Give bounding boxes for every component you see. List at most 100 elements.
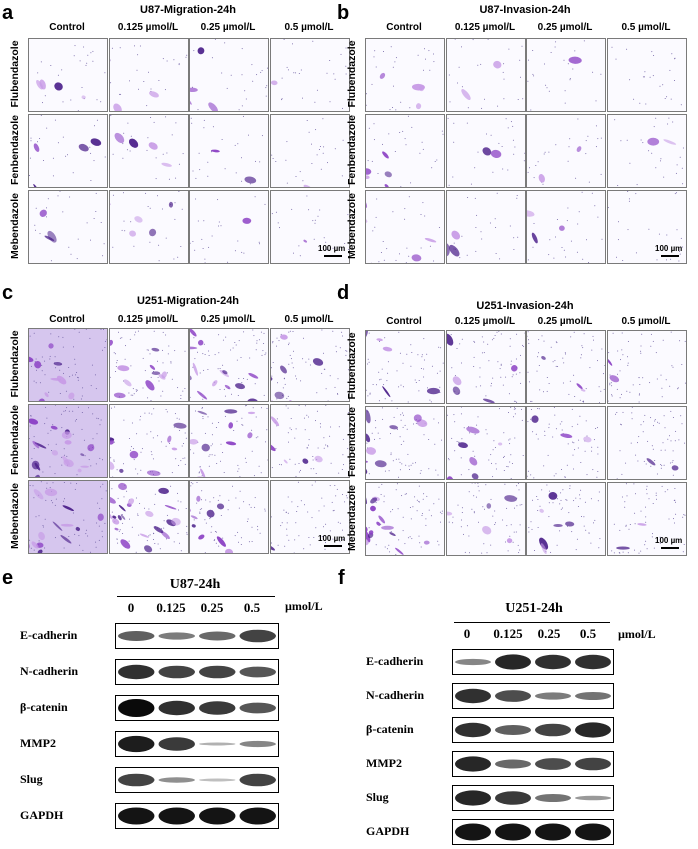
cell <box>190 329 197 337</box>
band <box>495 725 531 735</box>
scale-bar <box>324 255 342 257</box>
cell <box>471 473 479 479</box>
protein-label: N-cadherin <box>366 688 424 702</box>
cell <box>34 361 42 369</box>
stained-cells <box>190 481 268 553</box>
cell <box>127 498 135 505</box>
column-header: Control <box>49 22 85 33</box>
cell <box>247 411 256 415</box>
micrograph-tile <box>109 114 189 188</box>
cell <box>384 184 389 187</box>
cell <box>134 216 143 223</box>
cell <box>376 521 381 526</box>
cell <box>225 441 237 446</box>
cell <box>452 376 462 386</box>
band <box>118 773 155 787</box>
protein-label: MMP2 <box>366 756 402 770</box>
cell <box>482 147 492 156</box>
column-header: Control <box>49 314 85 325</box>
micrograph-tile <box>28 38 108 112</box>
blot-strip <box>452 649 614 675</box>
cell <box>97 513 104 521</box>
cell <box>80 465 90 468</box>
micrograph-tile <box>189 114 269 188</box>
cell <box>413 414 422 422</box>
stained-cells <box>29 329 107 401</box>
cell <box>129 230 137 237</box>
cell <box>61 431 72 439</box>
cell <box>539 537 549 550</box>
cell <box>389 425 399 430</box>
cell <box>580 388 586 392</box>
cell <box>426 387 440 395</box>
scale-bar-label: 100 µm <box>318 534 346 543</box>
cell <box>208 102 218 111</box>
stained-cells <box>110 191 188 263</box>
cell <box>114 527 119 531</box>
dose-label: 0.5 <box>579 626 597 641</box>
column-header: Control <box>386 22 422 33</box>
cell <box>366 538 369 546</box>
cell <box>191 524 196 528</box>
cell <box>168 201 174 208</box>
micrograph-tile <box>607 114 687 188</box>
stained-cells <box>29 115 107 187</box>
cell <box>110 440 114 445</box>
stained-cells <box>447 407 525 479</box>
cell <box>164 505 177 510</box>
cell <box>123 379 132 387</box>
micrograph-tile <box>270 480 350 554</box>
band <box>535 654 571 670</box>
cell <box>173 422 187 429</box>
cell <box>224 409 238 414</box>
cell <box>197 47 205 55</box>
cell <box>366 447 377 455</box>
cell <box>447 511 453 516</box>
micrograph-tile <box>189 404 269 478</box>
blot-strip <box>115 695 279 721</box>
cell <box>34 442 47 449</box>
cell <box>568 56 582 64</box>
cell <box>224 384 231 390</box>
row-header-flubendazole: Flubendazole <box>9 330 21 398</box>
micrograph-tile <box>28 404 108 478</box>
cell <box>271 416 280 427</box>
stained-cells <box>447 331 525 403</box>
band <box>118 664 155 680</box>
row-header-mebendazole: Mebendazole <box>346 193 358 259</box>
blot-bands <box>118 735 276 753</box>
cell <box>120 539 131 549</box>
cell <box>565 521 575 527</box>
row-header-flubendazole: Flubendazole <box>346 40 358 108</box>
column-header: 0.125 µmol/L <box>454 22 516 33</box>
dose-label: 0 <box>463 626 471 641</box>
micrograph-tile <box>365 330 445 404</box>
cell <box>33 143 40 152</box>
column-header: 0.125 µmol/L <box>454 316 516 327</box>
cell <box>113 392 126 399</box>
cell <box>663 139 677 145</box>
micrograph-tile <box>365 114 445 188</box>
cell <box>447 243 450 257</box>
column-header: 0.25 µmol/L <box>537 316 593 327</box>
stained-cells <box>29 39 107 111</box>
cell <box>274 391 285 400</box>
panel-title: U251-Migration-24h <box>136 295 240 307</box>
band <box>158 807 195 825</box>
cell <box>280 365 287 374</box>
panel-label-f: f <box>338 567 345 589</box>
cell <box>87 444 95 452</box>
blot-title: U87-24h <box>169 577 221 592</box>
band <box>455 790 491 806</box>
column-header: 0.25 µmol/L <box>537 22 593 33</box>
protein-label: β-catenin <box>20 700 68 714</box>
protein-label: E-cadherin <box>366 654 424 668</box>
cell <box>382 386 391 398</box>
blot-title: U251-24h <box>505 601 563 616</box>
micrograph-tile <box>526 482 606 556</box>
cell <box>608 358 613 366</box>
cell <box>242 217 252 224</box>
band <box>575 823 611 841</box>
stained-cells <box>608 331 686 403</box>
cell <box>493 60 502 69</box>
